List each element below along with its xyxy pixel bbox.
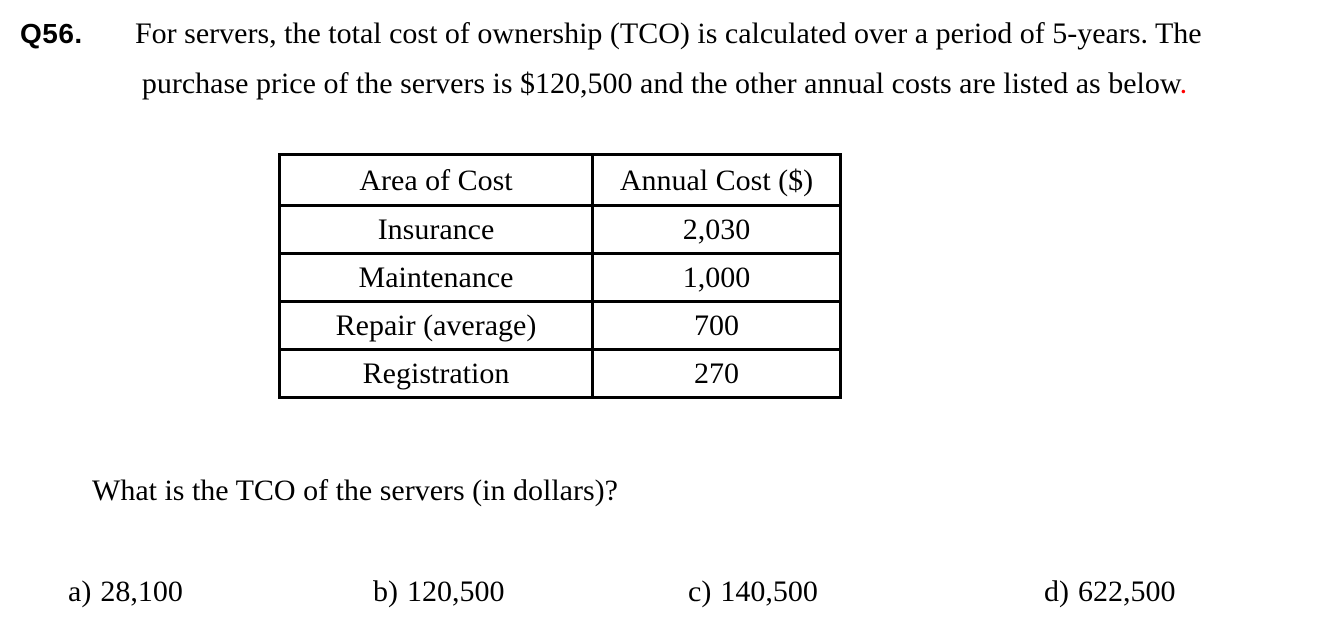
table-cell-area-repair: Repair (average) (281, 300, 591, 348)
question-number: Q56. (20, 18, 83, 49)
option-b-value: 120,500 (407, 575, 505, 608)
table-cell-area-insurance: Insurance (281, 204, 591, 252)
option-c-label: c) (688, 575, 712, 608)
table-cell-cost-repair: 700 (591, 300, 839, 348)
option-d-value: 622,500 (1078, 575, 1176, 608)
answer-option-d: d) 622,500 (1044, 575, 1176, 608)
table-cell-cost-insurance: 2,030 (591, 204, 839, 252)
table-cell-area-maintenance: Maintenance (281, 252, 591, 300)
table-header-area-of-cost: Area of Cost (359, 163, 513, 197)
question-prompt: What is the TCO of the servers (in dolla… (92, 474, 618, 507)
question-intro-line2: purchase price of the servers is $120,50… (0, 67, 1329, 100)
option-b-label: b) (373, 575, 398, 608)
table-header-annual-cost: Annual Cost ($) (591, 156, 839, 204)
table-cell-area-registration: Registration (281, 348, 591, 396)
answer-option-a: a) 28,100 (68, 575, 183, 608)
answer-option-b: b) 120,500 (373, 575, 505, 608)
option-a-value: 28,100 (100, 575, 183, 608)
answer-option-c: c) 140,500 (688, 575, 818, 608)
option-c-value: 140,500 (720, 575, 818, 608)
cost-table: Area of Cost Annual Cost ($) Insurance 2… (278, 153, 842, 399)
option-a-label: a) (68, 575, 92, 608)
option-d-label: d) (1044, 575, 1069, 608)
red-period: . (1179, 67, 1188, 100)
table-cell-cost-maintenance: 1,000 (591, 252, 839, 300)
question-intro-line2-text: purchase price of the servers is $120,50… (141, 67, 1180, 100)
table-cell-cost-registration: 270 (591, 348, 839, 396)
question-intro-line1: For servers, the total cost of ownership… (135, 17, 1202, 50)
